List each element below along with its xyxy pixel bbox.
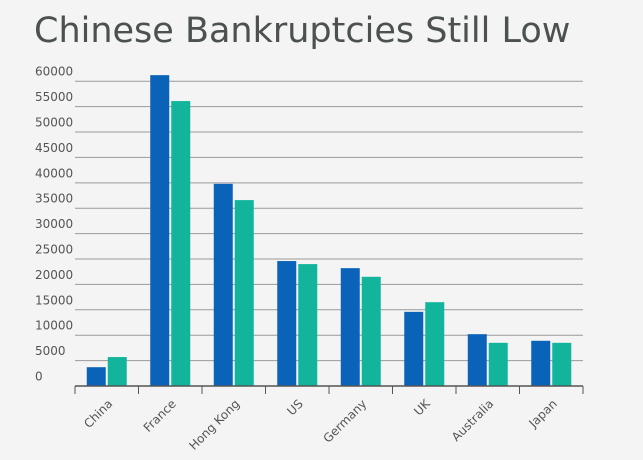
bar: [531, 340, 551, 386]
y-tick-label: 35000: [35, 192, 73, 206]
y-tick-label: 60000: [35, 65, 73, 79]
bar: [552, 342, 572, 386]
y-tick-label: 40000: [35, 166, 73, 180]
bar: [488, 342, 508, 386]
bar: [425, 302, 445, 386]
bar: [361, 276, 381, 386]
y-tick-label: 50000: [35, 116, 73, 130]
bar: [277, 261, 297, 386]
bar: [86, 367, 106, 386]
bar: [107, 357, 127, 386]
y-tick-label: 30000: [35, 217, 73, 231]
bar: [234, 200, 254, 386]
bar: [150, 75, 170, 387]
bar: [213, 183, 233, 386]
y-tick-label: 15000: [35, 293, 73, 307]
y-tick-label: 55000: [35, 90, 73, 104]
bar: [298, 264, 318, 386]
y-tick-label: 10000: [35, 319, 73, 333]
bar: [404, 311, 424, 386]
bar: [467, 334, 487, 386]
y-tick-label: 25000: [35, 243, 73, 257]
y-tick-label: 0: [35, 370, 43, 384]
bar: [340, 268, 360, 386]
y-tick-label: 45000: [35, 141, 73, 155]
y-tick-label: 5000: [35, 344, 66, 358]
y-tick-label: 20000: [35, 268, 73, 282]
chart-title: Chinese Bankruptcies Still Low: [34, 11, 570, 51]
bar: [171, 101, 191, 387]
